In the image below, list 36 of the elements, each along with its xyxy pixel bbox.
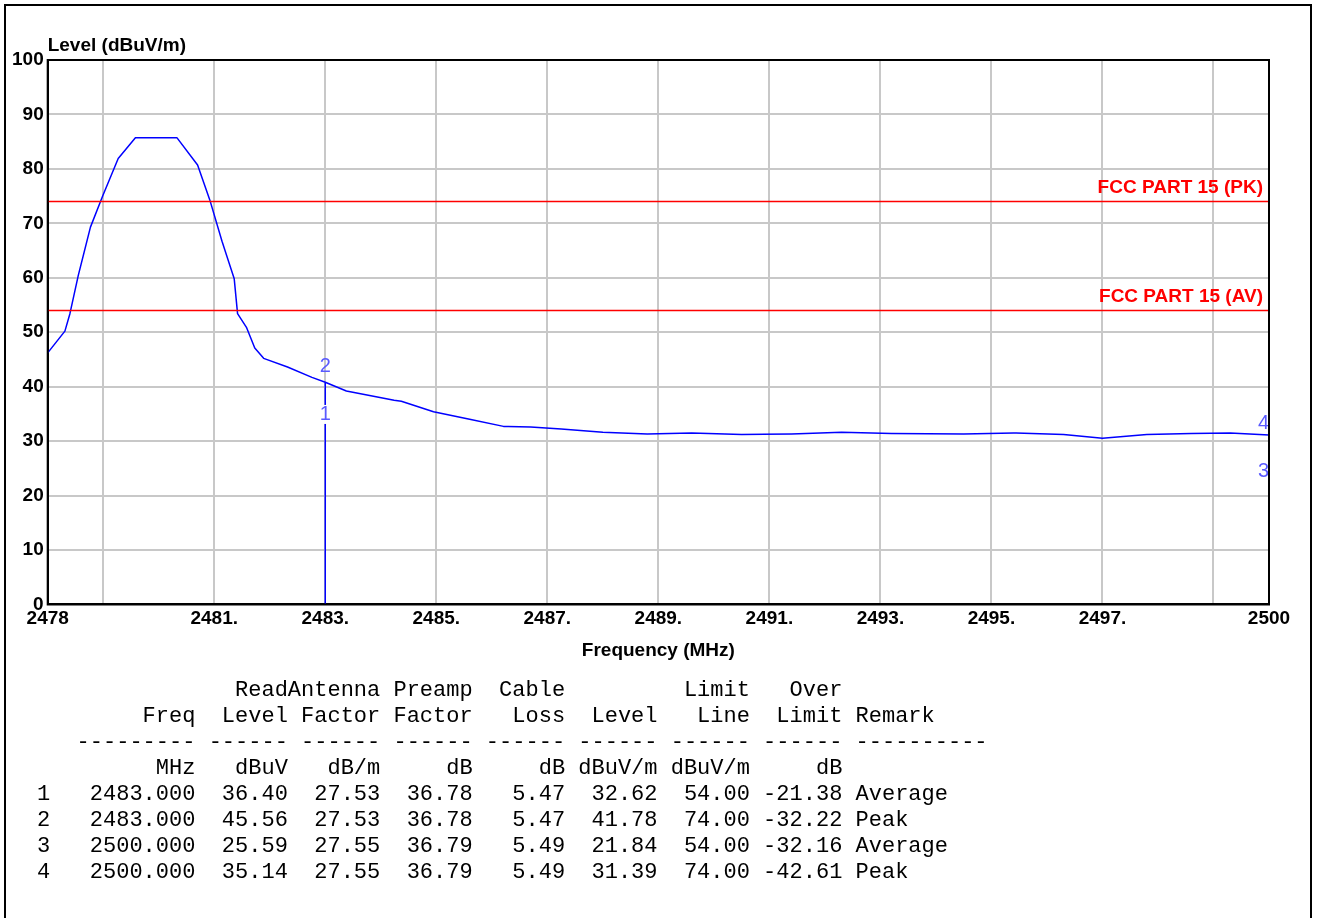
x-tick-label: 2481.	[190, 607, 239, 629]
x-tick-label: 2500	[1247, 607, 1291, 629]
y-tick-label: 60	[22, 265, 44, 287]
x-tick-label: 2493.	[856, 607, 905, 629]
y-tick-label: 40	[22, 374, 44, 396]
ref-line-label: FCC PART 15 (AV)	[1099, 285, 1263, 307]
text: --------- ------ ------ ------ ------ ------ ------ ------ ----------	[76, 730, 988, 755]
x-tick-label: 2489.	[634, 607, 683, 629]
y-tick-label: 80	[22, 157, 44, 179]
x-tick-label: 2491.	[745, 607, 794, 629]
ref-line-label: FCC PART 15 (PK)	[1097, 176, 1263, 198]
x-axis-title: Frequency (MHz)	[581, 638, 735, 660]
y-axis-title: Level (dBuV/m)	[47, 33, 187, 55]
annotation: 3	[1257, 459, 1269, 482]
y-tick-label: 100	[12, 48, 44, 70]
y-tick-label: 30	[22, 429, 44, 451]
text: Freq Level Factor Factor Loss Level Line Limit Remark	[142, 704, 935, 729]
annotation: 2	[319, 354, 331, 377]
x-tick-label: 2495.	[967, 607, 1016, 629]
text: 1 2483.000 36.40 27.53 36.78 5.47 32.62 54.00 -21.38 Average	[37, 782, 948, 807]
text: ReadAntenna Preamp Cable Limit Over	[235, 678, 843, 703]
x-tick-label: 2487.	[523, 607, 572, 629]
x-tick-label: 2485.	[412, 607, 461, 629]
annotation: 1	[319, 402, 331, 425]
text: 2 2483.000 45.56 27.53 36.78 5.47 41.78 74.00 -32.22 Peak	[37, 808, 909, 833]
annotation: 4	[1257, 411, 1269, 434]
y-tick-label: 50	[22, 320, 44, 342]
text: MHz dBuV dB/m dB dB dBuV/m dBuV/m dB	[155, 756, 843, 781]
y-tick-label: 70	[22, 211, 44, 233]
x-tick-label: 2497.	[1078, 607, 1127, 629]
y-tick-label: 90	[22, 102, 44, 124]
text: 4 2500.000 35.14 27.55 36.79 5.49 31.39 74.00 -42.61 Peak	[37, 860, 909, 885]
y-tick-label: 20	[22, 483, 44, 505]
x-tick-label: 2483.	[301, 607, 350, 629]
y-tick-label: 10	[22, 538, 44, 560]
text: 3 2500.000 25.59 27.55 36.79 5.49 21.84 54.00 -32.16 Average	[37, 834, 948, 859]
